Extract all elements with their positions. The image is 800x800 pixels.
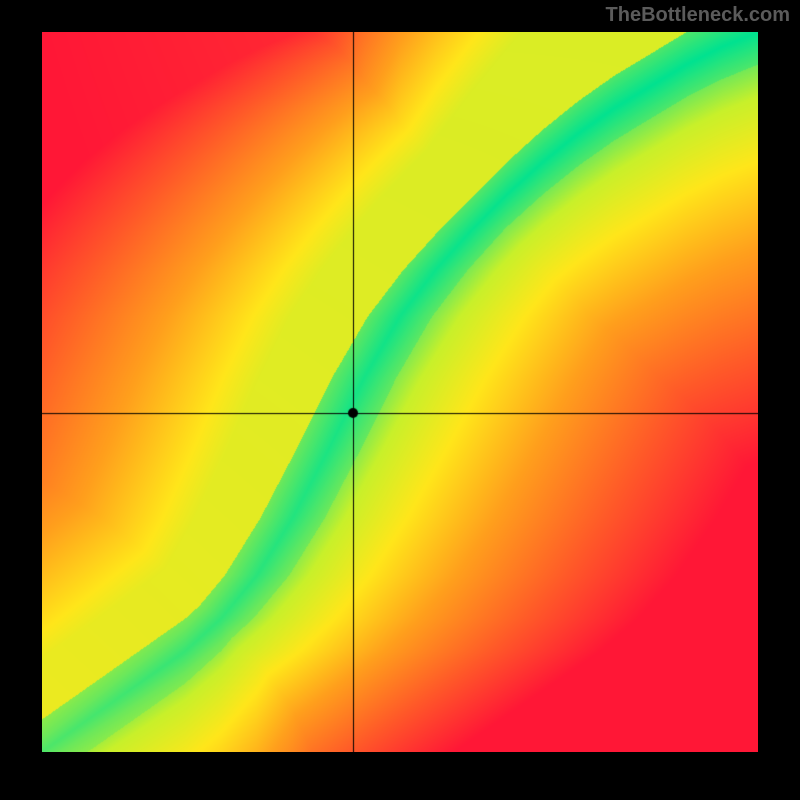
heatmap-canvas: [42, 32, 758, 752]
heatmap-chart: [42, 32, 758, 752]
watermark-text: TheBottleneck.com: [606, 4, 790, 27]
chart-container: TheBottleneck.com: [0, 0, 800, 800]
